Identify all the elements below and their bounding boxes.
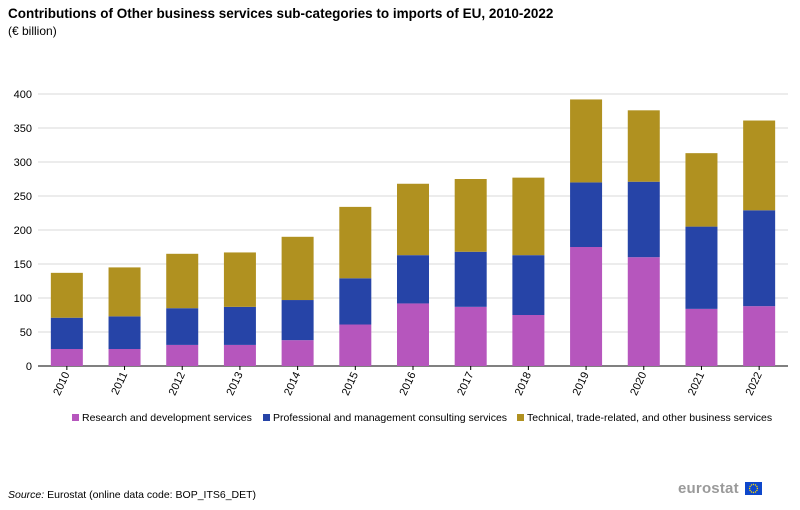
bar-segment-technical — [166, 253, 199, 309]
bar-segment-rd — [454, 306, 487, 366]
bar-segment-technical — [570, 99, 603, 183]
bar-segment-consulting — [397, 255, 429, 304]
bar-segment-technical — [223, 252, 256, 307]
source-note: Source: Eurostat (online data code: BOP_… — [8, 489, 256, 501]
source-label: Source: — [8, 489, 45, 501]
y-tick-label: 400 — [14, 89, 32, 101]
bar-segment-rd — [339, 324, 372, 366]
bar-segment-technical — [50, 272, 83, 318]
x-tick-label: 2022 — [744, 370, 765, 397]
bar-segment-consulting — [685, 226, 718, 309]
x-tick-label: 2014 — [282, 370, 303, 397]
source-text: Eurostat (online data code: BOP_ITS6_DET… — [44, 489, 257, 501]
bar-segment-consulting — [743, 210, 776, 307]
x-tick-label: 2016 — [397, 370, 418, 397]
bar-segment-consulting — [454, 251, 487, 307]
chart-subtitle: (€ billion) — [8, 24, 57, 38]
bar-segment-technical — [397, 183, 429, 256]
bar-segment-rd — [108, 349, 141, 366]
bar-segment-consulting — [627, 181, 660, 258]
bar-segment-rd — [223, 344, 256, 366]
bar-segment-consulting — [512, 255, 545, 315]
bar-segment-rd — [397, 303, 429, 366]
x-tick-label: 2011 — [109, 370, 130, 397]
bar-segment-rd — [166, 344, 199, 366]
stacked-bar-chart: 0 50 100 150 200 250 300 350 400 2010 2011 2012 2013… — [14, 89, 788, 424]
y-tick-label: 350 — [14, 123, 32, 135]
legend-swatch — [263, 414, 270, 421]
y-tick-label: 100 — [14, 293, 32, 305]
bar-segment-rd — [512, 315, 545, 366]
legend-label: Technical, trade-related, and other busi… — [527, 412, 772, 424]
bar-segment-technical — [685, 153, 718, 227]
bar-segment-consulting — [281, 300, 314, 341]
x-tick-label: 2012 — [167, 370, 188, 397]
x-tick-label: 2010 — [51, 370, 72, 397]
chart-title: Contributions of Other business services… — [8, 6, 554, 21]
bar-segment-rd — [281, 340, 314, 366]
bar-segment-technical — [281, 236, 314, 301]
y-tick-label: 300 — [14, 157, 32, 169]
bar-segment-consulting — [166, 308, 199, 345]
y-tick-label: 0 — [26, 361, 32, 373]
legend-label: Professional and management consulting s… — [273, 412, 507, 424]
x-tick-label: 2017 — [455, 370, 476, 397]
bar-segment-technical — [512, 177, 545, 256]
bar-segment-technical — [108, 267, 141, 317]
y-tick-label: 50 — [20, 327, 32, 339]
bar-segment-rd — [743, 306, 776, 366]
eu-flag-icon — [745, 482, 762, 495]
legend-swatch — [72, 414, 79, 421]
bar-segment-consulting — [50, 317, 83, 349]
x-tick-label: 2018 — [513, 370, 534, 397]
bar-segment-technical — [627, 110, 660, 182]
x-tick-label: 2020 — [628, 370, 649, 397]
bar-segment-technical — [454, 179, 487, 252]
y-tick-label: 200 — [14, 225, 32, 237]
bar-segment-technical — [339, 206, 372, 279]
x-tick-label: 2015 — [340, 370, 361, 397]
bar-segment-consulting — [223, 306, 256, 345]
bar-segment-rd — [570, 247, 603, 366]
bar-segment-rd — [50, 349, 83, 366]
bar-segment-rd — [627, 257, 660, 366]
x-tick-label: 2013 — [224, 370, 245, 397]
x-tick-label: 2021 — [686, 370, 707, 397]
bar-segment-rd — [685, 308, 718, 366]
y-tick-label: 150 — [14, 259, 32, 271]
bar-segment-consulting — [339, 278, 372, 325]
y-tick-label: 250 — [14, 191, 32, 203]
bar-segment-consulting — [570, 182, 603, 247]
x-tick-label: 2019 — [571, 370, 592, 397]
bar-segment-consulting — [108, 316, 141, 349]
bar-segment-technical — [743, 120, 776, 211]
legend-label: Research and development services — [82, 412, 252, 424]
eurostat-logo[interactable]: eurostat — [678, 480, 739, 497]
legend-swatch — [517, 414, 524, 421]
